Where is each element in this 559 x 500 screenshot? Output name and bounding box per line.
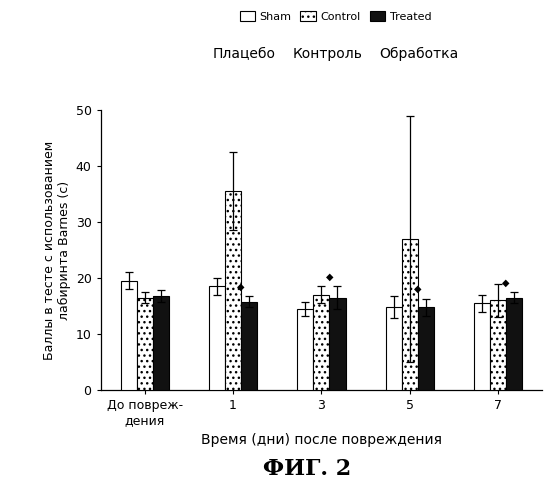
Text: ◆: ◆ [414, 284, 421, 294]
Legend: Плацебо, Контроль, Обработка: Плацебо, Контроль, Обработка [212, 47, 458, 61]
Bar [225, 191, 241, 390]
X-axis label: Время (дни) после повреждения: Время (дни) после повреждения [201, 432, 442, 446]
Bar [297, 309, 314, 390]
Bar [329, 298, 345, 390]
Bar [209, 286, 225, 390]
Text: ФИГ. 2: ФИГ. 2 [263, 458, 352, 480]
Y-axis label: Баллы в тесте с использованием
лабиринта Barnes (с): Баллы в тесте с использованием лабиринта… [44, 140, 72, 360]
Text: ◆: ◆ [503, 278, 510, 287]
Text: ◆: ◆ [238, 282, 245, 292]
Bar [402, 239, 418, 390]
Bar [314, 295, 329, 390]
Bar [418, 307, 434, 390]
Legend: Sham, Control, Treated: Sham, Control, Treated [240, 10, 431, 22]
Bar [241, 302, 257, 390]
Bar [474, 303, 490, 390]
Bar [153, 296, 169, 390]
Bar [386, 307, 402, 390]
Text: ◆: ◆ [326, 272, 333, 282]
Bar [490, 300, 506, 390]
Bar [137, 298, 153, 390]
Bar [121, 281, 137, 390]
Bar [506, 298, 522, 390]
